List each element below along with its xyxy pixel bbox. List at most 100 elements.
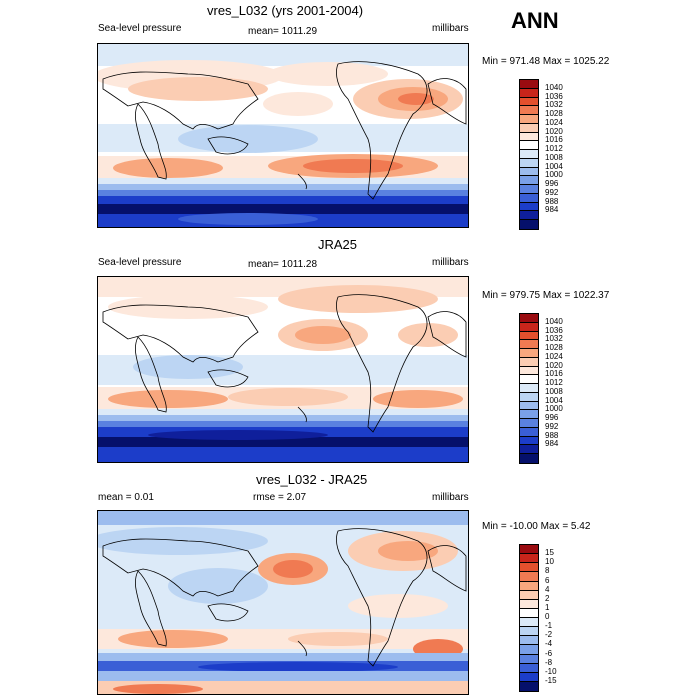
colorbar-level-label: -10: [545, 666, 557, 676]
colorbar-level-label: 1004: [545, 395, 563, 405]
colorbar-level-label: 1020: [545, 126, 563, 136]
colorbar-swatch: [520, 545, 538, 555]
colorbar-swatch: [520, 115, 538, 124]
colorbar-swatch: [520, 331, 538, 341]
colorbar-level-label: 992: [545, 421, 559, 431]
colorbar-swatch: [520, 211, 538, 220]
panel-2-field-label: Sea-level pressure: [98, 257, 182, 268]
colorbar-level-label: 1032: [545, 100, 563, 110]
colorbar-swatch: [520, 419, 538, 428]
colorbar-swatch: [520, 645, 538, 655]
panel-1-colorbar: [519, 79, 539, 230]
colorbar-level-label: 996: [545, 413, 559, 423]
colorbar-swatch: [520, 366, 538, 376]
colorbar-swatch: [520, 663, 538, 673]
colorbar-level-label: 2: [545, 593, 550, 603]
colorbar-swatch: [520, 590, 538, 600]
colorbar-swatch: [520, 572, 538, 582]
colorbar-swatch: [520, 427, 538, 437]
colorbar-swatch: [520, 681, 538, 691]
colorbar-swatch: [520, 581, 538, 591]
panel-2-contour-field: [98, 277, 468, 462]
panel-3-coastlines: [102, 528, 467, 667]
colorbar-level-label: 1040: [545, 316, 563, 326]
colorbar-swatch: [520, 88, 538, 98]
colorbar-level-label: -6: [545, 648, 553, 658]
panel-1-coastlines: [102, 61, 467, 200]
colorbar-level-label: -1: [545, 621, 553, 631]
colorbar-level-label: 4: [545, 584, 550, 594]
colorbar-swatch: [520, 185, 538, 194]
colorbar-level-label: 988: [545, 196, 559, 206]
colorbar-swatch: [520, 654, 538, 664]
colorbar-level-label: 1004: [545, 161, 563, 171]
colorbar-swatch: [520, 340, 538, 349]
colorbar-level-label: 8: [545, 566, 550, 576]
colorbar-level-label: 1036: [545, 325, 563, 335]
colorbar-level-label: 1012: [545, 144, 563, 154]
colorbar-swatch: [520, 106, 538, 115]
colorbar-swatch: [520, 97, 538, 107]
colorbar-swatch: [520, 445, 538, 454]
colorbar-swatch: [520, 599, 538, 609]
colorbar-swatch: [520, 132, 538, 142]
colorbar-swatch: [520, 349, 538, 358]
colorbar-level-label: 6: [545, 575, 550, 585]
colorbar-level-label: 1012: [545, 378, 563, 388]
colorbar-swatch: [520, 375, 538, 384]
panel-3-map: [97, 510, 469, 695]
colorbar-swatch: [520, 454, 538, 463]
panel-1-field-label: Sea-level pressure: [98, 23, 182, 34]
colorbar-level-label: 1008: [545, 386, 563, 396]
panel-2-coastlines: [102, 294, 467, 433]
colorbar-swatch: [520, 150, 538, 159]
panel-1-title: vres_L032 (yrs 2001-2004): [207, 3, 364, 18]
panel-3-units-label: millibars: [432, 492, 469, 503]
colorbar-level-label: 988: [545, 430, 559, 440]
colorbar-swatch: [520, 636, 538, 646]
colorbar-swatch: [520, 167, 538, 177]
colorbar-swatch: [520, 410, 538, 419]
panel-1-contour-field: [98, 44, 468, 227]
colorbar-level-label: 1040: [545, 82, 563, 92]
panel-3-colorbar: [519, 544, 539, 692]
colorbar-swatch: [520, 436, 538, 446]
colorbar-swatch: [520, 563, 538, 573]
panel-3-mean-label: mean = 0.01: [98, 492, 154, 503]
colorbar-level-label: 1008: [545, 152, 563, 162]
colorbar-level-label: 1032: [545, 334, 563, 344]
panel-1-units-label: millibars: [432, 23, 469, 34]
colorbar-swatch: [520, 672, 538, 682]
panel-2-units-label: millibars: [432, 257, 469, 268]
colorbar-level-label: -15: [545, 675, 557, 685]
colorbar-swatch: [520, 193, 538, 203]
colorbar-level-label: 984: [545, 439, 559, 449]
colorbar-swatch: [520, 554, 538, 564]
colorbar-level-label: 1028: [545, 343, 563, 353]
colorbar-level-label: 1024: [545, 351, 563, 361]
colorbar-level-label: 1016: [545, 369, 563, 379]
colorbar-swatch: [520, 357, 538, 367]
colorbar-level-label: 1000: [545, 170, 563, 180]
colorbar-level-label: 1024: [545, 117, 563, 127]
colorbar-level-label: -2: [545, 630, 553, 640]
colorbar-level-label: 10: [545, 557, 554, 567]
colorbar-swatch: [520, 608, 538, 618]
colorbar-level-label: -4: [545, 639, 553, 649]
colorbar-swatch: [520, 202, 538, 212]
colorbar-level-label: 992: [545, 187, 559, 197]
colorbar-swatch: [520, 220, 538, 229]
panel-3-contour-field: [98, 511, 468, 694]
colorbar-level-label: 996: [545, 179, 559, 189]
panel-2-colorbar: [519, 313, 539, 464]
panel-1-mean-label: mean= 1011.29: [248, 26, 318, 37]
panel-3-title: vres_L032 - JRA25: [256, 472, 368, 487]
colorbar-level-label: 984: [545, 205, 559, 215]
colorbar-swatch: [520, 322, 538, 332]
colorbar-level-label: 1020: [545, 360, 563, 370]
colorbar-swatch: [520, 618, 538, 628]
colorbar-swatch: [520, 314, 538, 323]
colorbar-level-label: 15: [545, 548, 554, 558]
panel-3-minmax: Min = -10.00 Max = 5.42: [482, 521, 591, 532]
panel-3-rmse-label: rmse = 2.07: [253, 492, 307, 503]
